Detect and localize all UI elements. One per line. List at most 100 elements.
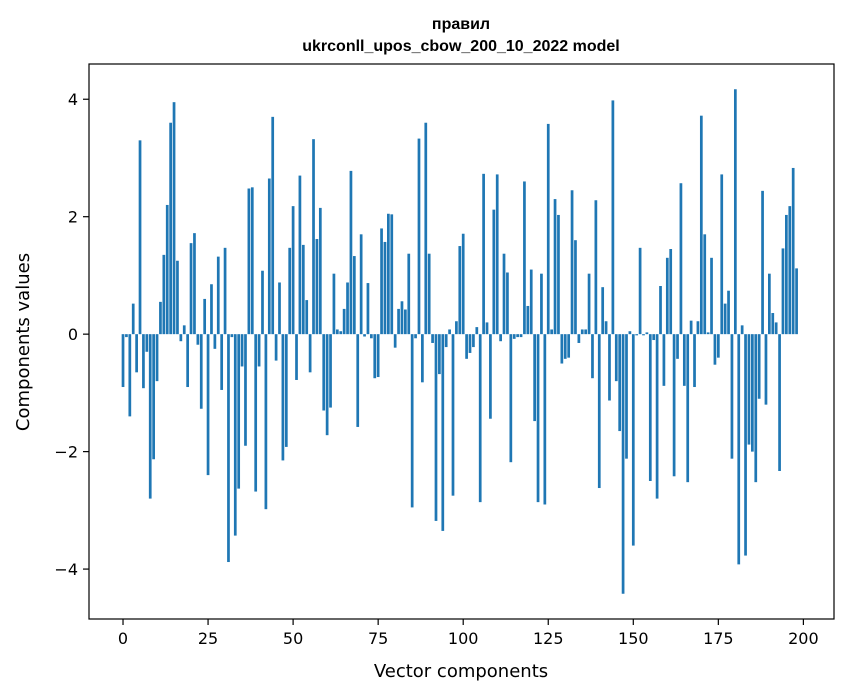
bar xyxy=(128,334,132,417)
bar xyxy=(533,334,536,422)
bar xyxy=(315,239,319,335)
bar xyxy=(352,256,356,335)
bar xyxy=(577,334,581,343)
bar xyxy=(322,334,326,411)
bar xyxy=(591,334,594,379)
bar xyxy=(284,334,288,447)
bar xyxy=(672,334,676,477)
bar xyxy=(257,334,261,367)
bar xyxy=(781,248,785,335)
bar xyxy=(740,325,744,335)
bar xyxy=(213,334,217,349)
bar xyxy=(434,334,438,521)
x-tick-label: 100 xyxy=(448,629,479,648)
bar xyxy=(455,321,458,335)
bar xyxy=(506,272,509,335)
bar xyxy=(771,313,775,335)
bar xyxy=(281,334,285,461)
bar xyxy=(240,334,244,367)
bar xyxy=(427,253,431,335)
bar xyxy=(502,253,506,335)
bar xyxy=(138,140,142,335)
bar xyxy=(444,334,448,348)
x-tick-label: 125 xyxy=(533,629,564,648)
bar xyxy=(546,123,550,335)
bar xyxy=(295,334,298,380)
bar xyxy=(267,178,271,335)
bar xyxy=(193,233,196,335)
y-tick-label: −4 xyxy=(54,560,78,579)
bar xyxy=(543,334,547,505)
bar xyxy=(203,298,207,335)
bar xyxy=(580,329,584,335)
bar xyxy=(465,334,468,359)
bar xyxy=(196,334,200,345)
bar xyxy=(557,214,560,335)
x-tick-label: 25 xyxy=(198,629,218,648)
bar xyxy=(390,214,394,335)
bar xyxy=(618,334,622,432)
x-tick-label: 75 xyxy=(368,629,388,648)
chart-subtitle: ukrconll_upos_cbow_200_10_2022 model xyxy=(302,38,619,55)
bar xyxy=(597,334,601,489)
y-tick-label: −2 xyxy=(54,443,78,462)
bar xyxy=(404,309,407,335)
bar xyxy=(264,334,268,510)
bar xyxy=(567,334,571,358)
bar xyxy=(512,334,516,339)
y-axis-ticks: −4 −2 0 2 4 xyxy=(54,90,89,579)
bar xyxy=(278,282,281,335)
bar xyxy=(155,334,159,382)
bar xyxy=(584,329,588,335)
bar xyxy=(601,287,605,335)
bar xyxy=(186,334,190,388)
bar xyxy=(223,247,227,335)
bar xyxy=(540,273,543,335)
bar xyxy=(693,334,696,388)
bar xyxy=(247,188,251,335)
x-tick-label: 50 xyxy=(283,629,303,648)
bar xyxy=(611,100,615,335)
bar xyxy=(274,334,278,361)
bar xyxy=(703,234,707,335)
bar xyxy=(768,273,771,335)
bar xyxy=(227,334,230,563)
bar xyxy=(778,334,781,471)
bar xyxy=(699,115,703,335)
bar xyxy=(125,334,128,338)
bar xyxy=(764,334,768,405)
bar xyxy=(706,332,710,335)
bar xyxy=(733,89,737,335)
bar xyxy=(751,334,754,452)
bar xyxy=(625,334,628,459)
bar xyxy=(182,325,186,335)
bar xyxy=(254,334,258,492)
x-tick-label: 0 xyxy=(118,629,128,648)
x-axis-label: Vector components xyxy=(374,661,548,682)
bar xyxy=(574,240,577,335)
bar xyxy=(244,334,247,446)
bar xyxy=(614,334,618,382)
bar xyxy=(696,321,700,335)
bar xyxy=(638,247,642,335)
bar xyxy=(669,249,673,335)
bar xyxy=(785,214,788,335)
bar xyxy=(757,334,761,399)
bar xyxy=(172,102,176,335)
bar xyxy=(499,334,502,342)
bar xyxy=(642,334,645,336)
bar xyxy=(359,234,363,335)
bar xyxy=(720,174,724,335)
bar xyxy=(730,334,734,459)
bar xyxy=(288,247,292,335)
bar xyxy=(380,228,383,335)
bar xyxy=(131,303,135,335)
bar xyxy=(608,334,611,401)
bar xyxy=(373,334,377,379)
bar xyxy=(628,331,632,335)
bar xyxy=(475,327,479,335)
bar xyxy=(121,334,125,388)
bar xyxy=(492,209,496,335)
chart-title: правил xyxy=(432,16,490,33)
bar xyxy=(176,260,179,335)
